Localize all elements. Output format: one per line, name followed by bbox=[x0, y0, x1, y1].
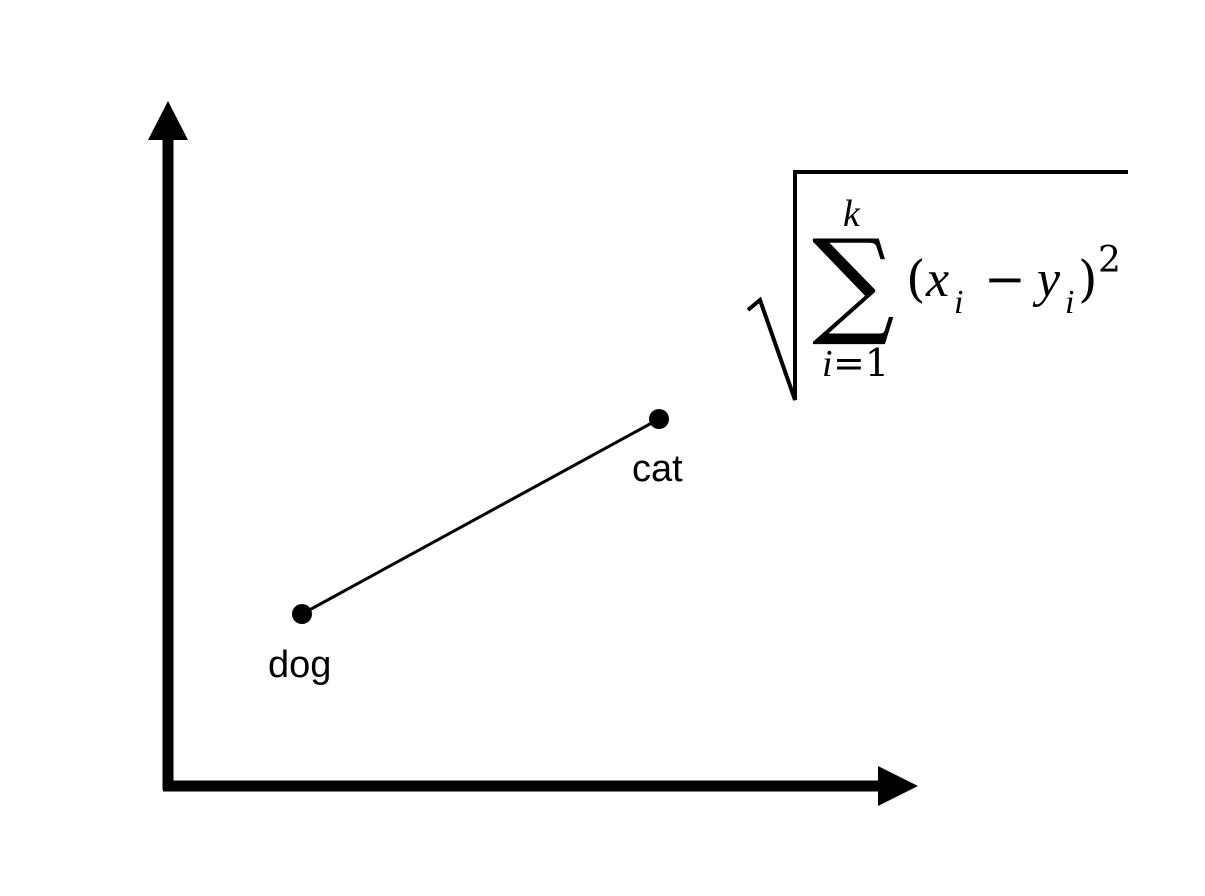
point-dog bbox=[292, 604, 312, 624]
y-subscript: i bbox=[1065, 284, 1074, 321]
y-axis-arrowhead bbox=[148, 101, 188, 140]
distance-line bbox=[301, 417, 660, 616]
exponent: 2 bbox=[1098, 240, 1121, 281]
summation-symbol: ∑ bbox=[812, 215, 895, 350]
open-paren: ( bbox=[906, 250, 926, 308]
point-cat bbox=[649, 409, 669, 429]
summation-lower-variable: i bbox=[822, 343, 833, 385]
square-root-radical bbox=[746, 170, 1128, 401]
summation-lower-equals: =1 bbox=[833, 341, 889, 385]
x-axis-arrowhead bbox=[878, 766, 918, 806]
euclidean-distance-formula: k ∑ i =1 ( x i − y i ) 2 bbox=[746, 170, 1128, 401]
minus-sign: − bbox=[984, 250, 1026, 308]
x-variable: x bbox=[925, 251, 949, 308]
point-label-cat: cat bbox=[632, 448, 683, 490]
close-paren: ) bbox=[1078, 250, 1098, 308]
axes bbox=[148, 101, 918, 806]
x-subscript: i bbox=[954, 284, 963, 321]
point-label-dog: dog bbox=[268, 644, 331, 686]
y-variable: y bbox=[1032, 251, 1061, 308]
summation-upper-limit: k bbox=[843, 193, 861, 235]
